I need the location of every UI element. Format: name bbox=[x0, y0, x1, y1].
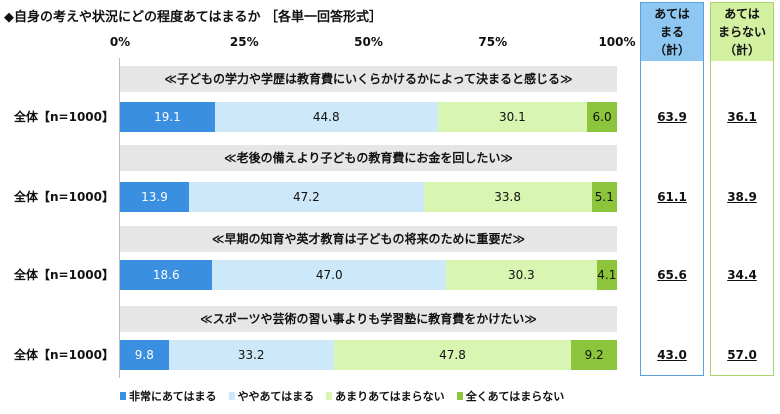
bar-segment: 5.1 bbox=[591, 182, 617, 212]
summary-value-not_applies: 36.1 bbox=[727, 110, 757, 124]
axis-line bbox=[119, 58, 120, 378]
question-band: ≪老後の備えより子どもの教育費にお金を回したい≫ bbox=[120, 145, 617, 171]
question-band: ≪早期の知育や英才教育は子どもの将来のために重要だ≫ bbox=[120, 226, 617, 252]
legend: 非常にあてはまる ややあてはまる あまりあてはまらない 全くあてはまらない bbox=[120, 388, 564, 404]
bar-segment: 33.8 bbox=[423, 182, 592, 212]
legend-item: ややあてはまる bbox=[228, 388, 315, 404]
summary-column-not_applies: あては まらない （計） bbox=[710, 2, 774, 376]
legend-swatch bbox=[228, 392, 235, 400]
summary-value-applies: 65.6 bbox=[657, 268, 687, 282]
summary-header-not_applies: あては まらない （計） bbox=[711, 3, 773, 61]
row-label: 全体【n=1000】 bbox=[14, 268, 114, 282]
summary-value-not_applies: 57.0 bbox=[727, 348, 757, 362]
legend-item: 非常にあてはまる bbox=[120, 388, 217, 404]
bar-segment: 33.2 bbox=[168, 340, 334, 370]
x-tick-label: 75% bbox=[478, 35, 508, 49]
row-label: 全体【n=1000】 bbox=[14, 110, 114, 124]
summary-value-not_applies: 34.4 bbox=[727, 268, 757, 282]
bar-segment: 30.1 bbox=[437, 102, 588, 132]
summary-value-applies: 43.0 bbox=[657, 348, 687, 362]
row-label: 全体【n=1000】 bbox=[14, 190, 114, 204]
question-band: ≪子どもの学力や学歴は教育費にいくらかけるかによって決まると感じる≫ bbox=[120, 66, 617, 92]
bar-segment: 6.0 bbox=[587, 102, 617, 132]
summary-value-applies: 61.1 bbox=[657, 190, 687, 204]
bar-segment: 18.6 bbox=[120, 260, 213, 290]
legend-item: 全くあてはまらない bbox=[456, 388, 565, 404]
x-tick-label: 0% bbox=[109, 35, 131, 49]
summary-column-applies: あては まる （計） bbox=[640, 2, 704, 376]
chart-title: ◆自身の考えや状況にどの程度あてはまるか ［各単一回答形式］ bbox=[4, 10, 383, 25]
legend-swatch bbox=[456, 392, 463, 400]
x-tick-label: 50% bbox=[354, 35, 383, 49]
legend-swatch bbox=[326, 392, 333, 400]
bar-segment: 9.2 bbox=[571, 340, 617, 370]
x-tick-label: 100% bbox=[598, 35, 636, 49]
legend-swatch bbox=[120, 392, 126, 400]
summary-value-not_applies: 38.9 bbox=[727, 190, 757, 204]
bar-segment: 13.9 bbox=[120, 182, 190, 212]
bar-segment: 44.8 bbox=[214, 102, 438, 132]
bar-segment: 9.8 bbox=[120, 340, 169, 370]
bar-segment: 19.1 bbox=[120, 102, 215, 132]
legend-label: ややあてはまる bbox=[237, 390, 315, 403]
summary-header-applies: あては まる （計） bbox=[641, 3, 703, 61]
legend-label: 非常にあてはまる bbox=[129, 390, 217, 403]
legend-label: あまりあてはまらない bbox=[335, 390, 445, 403]
x-tick-label: 25% bbox=[229, 35, 259, 49]
row-label: 全体【n=1000】 bbox=[14, 348, 114, 362]
question-band: ≪スポーツや芸術の習い事よりも学習塾に教育費をかけたい≫ bbox=[120, 306, 617, 332]
bar-segment: 47.2 bbox=[189, 182, 424, 212]
bar-segment: 4.1 bbox=[596, 260, 617, 290]
summary-value-applies: 63.9 bbox=[657, 110, 687, 124]
bar-segment: 47.8 bbox=[333, 340, 572, 370]
bar-segment: 47.0 bbox=[212, 260, 447, 290]
bar-segment: 30.3 bbox=[446, 260, 597, 290]
legend-item: あまりあてはまらない bbox=[326, 388, 445, 404]
legend-label: 全くあてはまらない bbox=[465, 390, 565, 403]
